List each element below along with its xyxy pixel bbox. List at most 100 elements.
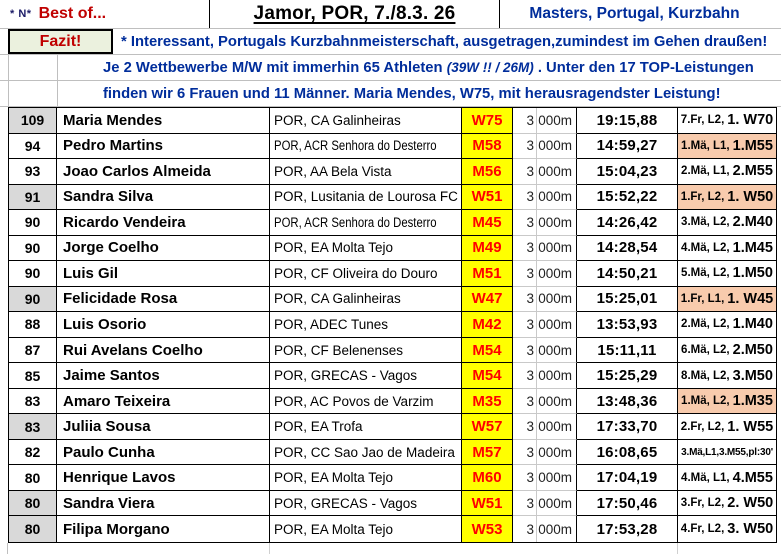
- fazit-row-2: Je 2 Wettbewerbe M/W mit immerhin 65 Ath…: [0, 55, 781, 81]
- distance-thousands: 3: [513, 490, 537, 517]
- placement-cell: 2.Mä, L2, 1.M40: [678, 312, 776, 338]
- fazit-line-2a: Je 2 Wettbewerbe M/W mit immerhin 65 Ath…: [103, 59, 447, 76]
- placement-main: 1. W45: [727, 290, 774, 307]
- note-prefix: * N*: [10, 8, 32, 20]
- club-label: POR, EA Trofa: [274, 419, 363, 435]
- table-row: 90 Luis Gil POR, CF Oliveira do Douro M5…: [9, 261, 776, 287]
- placement-cell: 8.Mä, L2, 3.M50: [678, 363, 776, 389]
- distance-thousands: 3: [513, 184, 537, 211]
- distance-unit: 000m: [537, 465, 577, 491]
- page-subtitle: Masters, Portugal, Kurzbahn: [529, 5, 740, 22]
- table-row: 109 Maria Mendes POR, CA Galinheiras W75…: [9, 108, 776, 134]
- table-row: 90 Jorge Coelho POR, EA Molta Tejo M49 3…: [9, 235, 776, 262]
- score-cell: 82: [9, 439, 57, 466]
- score-cell: 80: [9, 465, 57, 491]
- distance-unit: 000m: [537, 286, 577, 313]
- table-row: 90 Ricardo Vendeira POR, ACR Senhora do …: [9, 210, 776, 236]
- athlete-name: Felicidade Rosa: [57, 286, 270, 313]
- club-label: POR, EA Molta Tejo: [274, 240, 394, 256]
- club-label: POR, EA Molta Tejo: [274, 470, 394, 486]
- fazit-row-3: finden wir 6 Frauen und 11 Männer. Maria…: [0, 81, 781, 107]
- distance-thousands: 3: [513, 439, 537, 466]
- age-class-badge: W47: [462, 286, 513, 313]
- placement-prefix: 3.Mä, L2,: [681, 216, 730, 229]
- results-table: 109 Maria Mendes POR, CA Galinheiras W75…: [8, 107, 777, 543]
- age-class-badge: W75: [462, 108, 513, 134]
- placement-main: 2.M40: [732, 214, 773, 231]
- age-class-badge: M49: [462, 235, 513, 262]
- club-cell: POR, EA Molta Tejo: [270, 235, 462, 262]
- athlete-name: Ricardo Vendeira: [57, 210, 270, 236]
- placement-prefix: 2.Mä, L1,: [681, 165, 730, 178]
- distance-unit: 000m: [537, 439, 577, 466]
- club-cell: POR, GRECAS - Vagos: [270, 490, 462, 517]
- fazit-line-1: * Interessant, Portugals Kurzbahnmeister…: [121, 33, 768, 50]
- score-cell: 80: [9, 516, 57, 542]
- result-time: 17:04,19: [577, 465, 678, 491]
- club-label: POR, Lusitania de Lourosa FC: [274, 189, 458, 205]
- age-class-badge: M54: [462, 363, 513, 389]
- distance-unit: 000m: [537, 363, 577, 389]
- athlete-name: Jorge Coelho: [57, 235, 270, 262]
- club-label: POR, CA Galinheiras: [274, 291, 401, 307]
- placement-prefix: 1.Mä, L2,: [681, 395, 730, 408]
- distance-unit: 000m: [537, 108, 577, 134]
- result-time: 17:50,46: [577, 490, 678, 517]
- placement-prefix: 1.Fr, L1,: [680, 292, 725, 305]
- placement-prefix: 1.Mä, L1,: [681, 139, 730, 152]
- table-row: 83 Juliia Sousa POR, EA Trofa W57 3 000m…: [9, 414, 776, 440]
- athlete-name: Rui Avelans Coelho: [57, 337, 270, 364]
- placement-main: 2. W50: [727, 495, 774, 512]
- score-cell: 90: [9, 210, 57, 236]
- score-cell: 109: [9, 108, 57, 134]
- score-cell: 93: [9, 159, 57, 185]
- distance-unit: 000m: [537, 133, 577, 160]
- table-row: 93 Joao Carlos Almeida POR, AA Bela Vist…: [9, 159, 776, 185]
- club-cell: POR, AC Povos de Varzim: [270, 388, 462, 415]
- club-cell: POR, Lusitania de Lourosa FC: [270, 184, 462, 211]
- age-class-badge: M45: [462, 210, 513, 236]
- placement-prefix: 5.Mä, L2,: [681, 267, 730, 280]
- score-cell: 90: [9, 286, 57, 313]
- fazit-line-2: Je 2 Wettbewerbe M/W mit immerhin 65 Ath…: [103, 60, 754, 76]
- table-row: 94 Pedro Martins POR, ACR Senhora do Des…: [9, 133, 776, 160]
- placement-cell: 5.Mä, L2, 1.M50: [678, 261, 776, 287]
- placement-cell: 2.Mä, L1, 2.M55: [678, 159, 776, 185]
- distance-thousands: 3: [513, 465, 537, 491]
- placement-prefix: 4.Mä, L1,: [681, 471, 730, 484]
- club-cell: POR, CA Galinheiras: [270, 286, 462, 313]
- club-cell: POR, ACR Senhora do Desterro: [270, 133, 462, 160]
- result-time: 17:53,28: [577, 516, 678, 542]
- placement-main: 1.M55: [732, 137, 773, 154]
- score-cell: 90: [9, 261, 57, 287]
- result-time: 15:52,22: [577, 184, 678, 211]
- bottom-gridline-strip: [7, 543, 781, 554]
- distance-unit: 000m: [537, 312, 577, 338]
- club-label: POR, CA Galinheiras: [274, 112, 401, 128]
- table-row: 90 Felicidade Rosa POR, CA Galinheiras W…: [9, 286, 776, 313]
- age-class-badge: M54: [462, 337, 513, 364]
- result-time: 13:48,36: [577, 388, 678, 415]
- club-label: POR, AC Povos de Varzim: [274, 393, 434, 409]
- table-row: 91 Sandra Silva POR, Lusitania de Louros…: [9, 184, 776, 211]
- athlete-name: Jaime Santos: [57, 363, 270, 389]
- distance-thousands: 3: [513, 414, 537, 440]
- distance-thousands: 3: [513, 337, 537, 364]
- distance-thousands: 3: [513, 133, 537, 160]
- age-class-badge: W57: [462, 414, 513, 440]
- club-cell: POR, CC Sao Jao de Madeira: [270, 439, 462, 466]
- best-of-cell: * N* Best of...: [0, 0, 209, 28]
- gridline: [677, 543, 678, 554]
- age-class-badge: M56: [462, 159, 513, 185]
- placement-main: 2.M55: [732, 163, 773, 180]
- athlete-name: Pedro Martins: [57, 133, 270, 160]
- club-cell: POR, EA Molta Tejo: [270, 465, 462, 491]
- table-row: 87 Rui Avelans Coelho POR, CF Belenenses…: [9, 337, 776, 364]
- distance-unit: 000m: [537, 184, 577, 211]
- athlete-name: Luis Osorio: [57, 312, 270, 338]
- result-time: 17:33,70: [577, 414, 678, 440]
- club-label: POR, GRECAS - Vagos: [274, 368, 418, 384]
- athlete-name: Joao Carlos Almeida: [57, 159, 270, 185]
- age-class-badge: W53: [462, 516, 513, 542]
